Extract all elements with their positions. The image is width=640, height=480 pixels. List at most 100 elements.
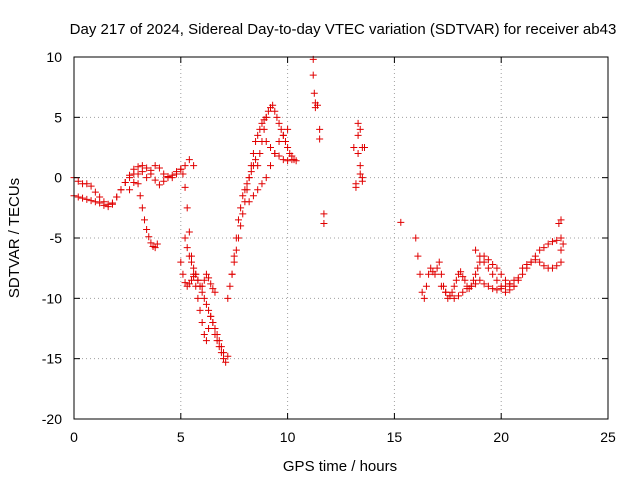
data-point — [164, 172, 172, 180]
data-point — [557, 216, 565, 224]
axis-ticks: 0 5 10 15 20 25 -20 -15 -10 -5 0 5 10 — [42, 49, 616, 445]
data-point — [310, 89, 318, 97]
data-point — [271, 107, 279, 115]
data-point — [544, 240, 552, 248]
data-point — [198, 288, 206, 296]
data-point — [275, 119, 283, 127]
data-point — [260, 125, 268, 133]
data-point — [181, 234, 189, 242]
data-point — [480, 280, 488, 288]
data-point — [267, 162, 275, 170]
data-point — [202, 337, 210, 345]
data-point — [497, 282, 505, 290]
data-point — [316, 125, 324, 133]
data-point — [431, 270, 439, 278]
y-tick-label: -10 — [42, 290, 62, 306]
data-point — [448, 288, 456, 296]
data-point — [200, 276, 208, 284]
data-point — [557, 234, 565, 242]
data-points — [70, 55, 567, 366]
x-tick-label: 15 — [387, 429, 403, 445]
data-point — [284, 144, 292, 151]
data-point — [241, 186, 249, 194]
data-point — [316, 135, 324, 143]
data-point — [350, 144, 358, 151]
data-point — [91, 198, 99, 206]
data-point — [442, 288, 450, 296]
data-point — [138, 162, 146, 170]
data-point — [540, 262, 548, 270]
y-tick-label: -5 — [50, 230, 63, 246]
data-point — [559, 240, 567, 248]
data-point — [151, 162, 159, 170]
data-point — [557, 258, 565, 266]
data-point — [472, 280, 480, 288]
data-point — [138, 168, 146, 176]
data-point — [514, 276, 522, 284]
data-point — [422, 282, 430, 290]
data-point — [136, 192, 144, 200]
data-point — [194, 276, 202, 284]
data-point — [183, 244, 191, 252]
data-point — [467, 282, 475, 290]
y-tick-label: -20 — [42, 411, 62, 427]
data-point — [185, 280, 193, 288]
chart-title: Day 217 of 2024, Sidereal Day-to-day VTE… — [70, 21, 617, 38]
data-point — [194, 294, 202, 302]
data-point — [117, 186, 125, 194]
data-point — [215, 337, 223, 345]
x-tick-label: 5 — [177, 429, 185, 445]
data-point — [258, 180, 266, 188]
x-tick-label: 0 — [70, 429, 78, 445]
data-point — [262, 113, 270, 121]
data-point — [160, 177, 168, 185]
data-point — [134, 163, 142, 171]
data-point — [126, 186, 134, 194]
data-point — [414, 252, 422, 260]
x-tick-label: 20 — [493, 429, 509, 445]
data-point — [143, 164, 151, 172]
data-point — [121, 178, 129, 186]
data-point — [472, 246, 480, 254]
data-point — [200, 294, 208, 302]
data-point — [360, 144, 368, 151]
data-point — [134, 180, 142, 188]
data-point — [292, 157, 300, 165]
data-point — [527, 258, 535, 266]
data-point — [273, 113, 281, 121]
data-point — [226, 282, 234, 290]
y-tick-label: -15 — [42, 351, 62, 367]
y-tick-label: 0 — [54, 170, 62, 186]
data-point — [91, 188, 99, 196]
y-axis-title: SDTVAR / TECUs — [6, 178, 23, 298]
data-point — [181, 162, 189, 170]
data-point — [267, 144, 275, 151]
data-point — [506, 286, 514, 294]
data-point — [356, 162, 364, 170]
data-point — [356, 170, 364, 178]
data-point — [354, 131, 362, 139]
data-point — [284, 125, 292, 133]
data-point — [536, 258, 544, 266]
data-point — [232, 246, 240, 254]
data-point — [202, 270, 210, 278]
data-point — [207, 280, 215, 288]
data-point — [523, 261, 531, 269]
data-point — [553, 262, 561, 270]
data-point — [249, 192, 257, 200]
data-point — [437, 282, 445, 290]
data-point — [143, 226, 151, 234]
data-point — [183, 204, 191, 212]
data-point — [224, 352, 232, 360]
x-tick-label: 25 — [600, 429, 616, 445]
data-point — [254, 186, 262, 194]
data-point — [352, 183, 360, 191]
data-point — [412, 234, 420, 242]
data-point — [147, 170, 155, 178]
data-point — [275, 152, 283, 160]
x-axis-title: GPS time / hours — [283, 458, 397, 475]
data-point — [205, 325, 213, 332]
x-tick-label: 10 — [280, 429, 296, 445]
data-point — [130, 178, 138, 186]
data-point — [179, 270, 187, 278]
